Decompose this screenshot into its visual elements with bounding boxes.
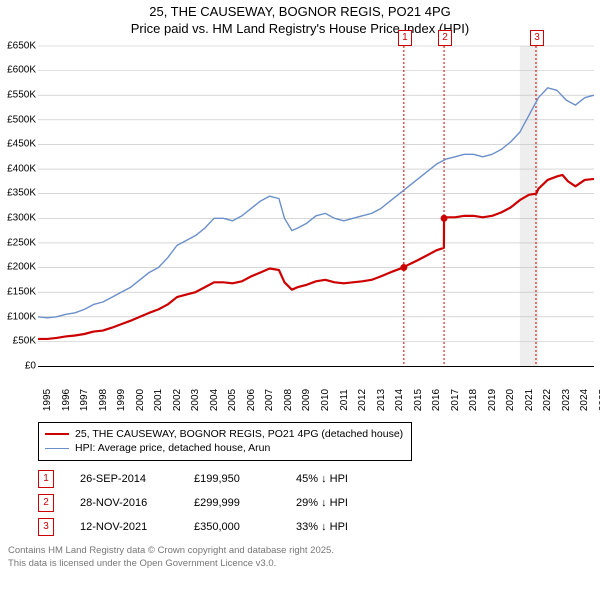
x-tick-label: 2008 [283,389,294,411]
y-tick-label: £250K [0,237,36,248]
x-tick-label: 2014 [394,389,405,411]
legend-swatch-hpi [45,448,69,449]
sale-marker-chart-1: 1 [398,30,412,46]
x-tick-label: 2012 [357,389,368,411]
legend-label-hpi: HPI: Average price, detached house, Arun [75,441,270,456]
sale-marker-2: 2 [38,494,54,512]
sale-date-3: 12-NOV-2021 [80,521,168,533]
x-tick-label: 2007 [264,389,275,411]
sale-marker-1: 1 [38,470,54,488]
y-tick-label: £150K [0,286,36,297]
y-tick-label: £100K [0,311,36,322]
y-tick-label: £350K [0,188,36,199]
x-tick-label: 2020 [505,389,516,411]
x-tick-label: 1997 [79,389,90,411]
x-tick-label: 1999 [116,389,127,411]
x-tick-label: 2010 [320,389,331,411]
y-tick-label: £500K [0,114,36,125]
y-tick-label: £450K [0,139,36,150]
y-tick-label: £50K [0,336,36,347]
sale-row-2: 2 28-NOV-2016 £299,999 29% ↓ HPI [38,491,592,515]
x-tick-label: 2013 [376,389,387,411]
x-tick-label: 2005 [227,389,238,411]
x-tick-label: 2018 [468,389,479,411]
sales-table: 1 26-SEP-2014 £199,950 45% ↓ HPI 2 28-NO… [38,467,592,539]
x-tick-label: 2003 [190,389,201,411]
x-tick-label: 1995 [42,389,53,411]
footer-line-2: This data is licensed under the Open Gov… [8,558,592,570]
x-tick-label: 2017 [450,389,461,411]
title-line-1: 25, THE CAUSEWAY, BOGNOR REGIS, PO21 4PG [0,4,600,21]
y-tick-label: £0 [0,360,36,371]
legend: 25, THE CAUSEWAY, BOGNOR REGIS, PO21 4PG… [38,422,412,461]
x-tick-label: 2021 [524,389,535,411]
x-tick-label: 2001 [153,389,164,411]
plot [38,46,594,367]
x-tick-label: 2004 [209,389,220,411]
x-tick-label: 2000 [135,389,146,411]
x-tick-label: 2019 [487,389,498,411]
sale-marker-chart-2: 2 [438,30,452,46]
x-tick-label: 2016 [431,389,442,411]
x-tick-label: 2024 [579,389,590,411]
sale-delta-2: 29% ↓ HPI [296,497,592,509]
x-tick-label: 2022 [542,389,553,411]
sale-price-1: £199,950 [194,473,270,485]
footer: Contains HM Land Registry data © Crown c… [8,545,592,570]
legend-swatch-price-paid [45,433,69,435]
legend-label-price-paid: 25, THE CAUSEWAY, BOGNOR REGIS, PO21 4PG… [75,427,403,442]
y-tick-label: £200K [0,262,36,273]
footer-line-1: Contains HM Land Registry data © Crown c… [8,545,592,557]
x-tick-label: 2011 [339,389,350,411]
y-tick-label: £600K [0,65,36,76]
legend-row-hpi: HPI: Average price, detached house, Arun [45,441,405,456]
y-tick-label: £550K [0,90,36,101]
y-tick-label: £650K [0,40,36,51]
sale-marker-3: 3 [38,518,54,536]
x-tick-label: 2002 [172,389,183,411]
sale-price-2: £299,999 [194,497,270,509]
x-tick-label: 1998 [98,389,109,411]
sale-row-1: 1 26-SEP-2014 £199,950 45% ↓ HPI [38,467,592,491]
plot-svg [38,46,594,366]
x-tick-label: 2006 [246,389,257,411]
sale-delta-3: 33% ↓ HPI [296,521,592,533]
sale-date-1: 26-SEP-2014 [80,473,168,485]
x-tick-label: 2015 [413,389,424,411]
sale-price-3: £350,000 [194,521,270,533]
legend-row-price-paid: 25, THE CAUSEWAY, BOGNOR REGIS, PO21 4PG… [45,427,405,442]
y-tick-label: £300K [0,213,36,224]
sale-delta-1: 45% ↓ HPI [296,473,592,485]
sale-marker-chart-3: 3 [530,30,544,46]
title-line-2: Price paid vs. HM Land Registry's House … [0,21,600,38]
title-block: 25, THE CAUSEWAY, BOGNOR REGIS, PO21 4PG… [0,0,600,40]
sale-row-3: 3 12-NOV-2021 £350,000 33% ↓ HPI [38,515,592,539]
x-tick-label: 1996 [61,389,72,411]
x-tick-label: 2009 [301,389,312,411]
x-tick-label: 2023 [561,389,572,411]
chart-area: £0 £50K £100K £150K £200K £250K £300K £350K £400… [0,40,600,420]
sale-date-2: 28-NOV-2016 [80,497,168,509]
chart-container: 25, THE CAUSEWAY, BOGNOR REGIS, PO21 4PG… [0,0,600,570]
y-tick-label: £400K [0,163,36,174]
